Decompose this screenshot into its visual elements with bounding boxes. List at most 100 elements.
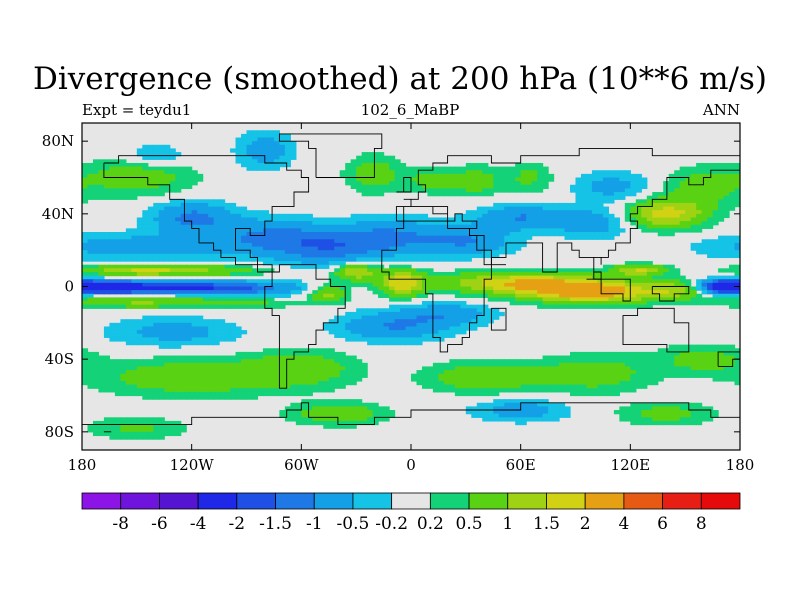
field-cell <box>350 228 357 233</box>
field-cell <box>526 275 533 280</box>
field-cell <box>378 253 385 259</box>
field-cell <box>679 202 686 208</box>
field-cell <box>164 304 171 309</box>
field-cell <box>323 217 330 222</box>
field-cell <box>482 250 489 255</box>
field-cell <box>120 377 127 382</box>
field-cell <box>164 257 171 262</box>
field-cell <box>646 290 653 295</box>
field-cell <box>674 301 681 306</box>
field-cell <box>191 173 198 179</box>
field-cell <box>312 373 319 378</box>
field-cell <box>339 355 346 360</box>
field-cell <box>729 246 736 251</box>
field-cell <box>515 213 522 219</box>
field-cell <box>334 333 341 338</box>
field-cell <box>646 264 653 269</box>
field-cell <box>729 173 736 179</box>
field-cell <box>241 257 248 262</box>
field-cell <box>531 181 538 186</box>
field-cell <box>142 380 149 386</box>
field-cell <box>729 162 736 168</box>
field-cell <box>235 351 242 357</box>
field-cell <box>515 242 522 248</box>
field-cell <box>443 253 450 259</box>
field-cell <box>268 221 275 226</box>
field-cell <box>411 235 418 240</box>
field-cell <box>378 159 385 164</box>
field-cell <box>120 271 127 277</box>
field-cell <box>306 351 313 357</box>
field-cell <box>224 293 231 298</box>
field-cell <box>312 235 319 240</box>
field-cell <box>125 380 132 386</box>
field-cell <box>361 166 368 171</box>
field-cell <box>718 202 725 208</box>
field-cell <box>663 224 670 229</box>
field-cell <box>120 184 127 189</box>
field-cell <box>707 297 714 302</box>
field-cell <box>570 210 577 215</box>
field-cell <box>339 322 346 328</box>
field-cell <box>471 188 478 193</box>
field-cell <box>136 250 143 255</box>
field-cell <box>400 290 407 295</box>
field-cell <box>438 228 445 233</box>
field-cell <box>301 351 308 357</box>
field-cell <box>493 235 500 240</box>
field-cell <box>389 188 396 193</box>
field-cell <box>652 286 659 291</box>
field-cell <box>361 311 368 317</box>
field-cell <box>454 242 461 248</box>
field-cell <box>372 279 379 284</box>
field-cell <box>471 162 478 168</box>
field-cell <box>608 370 615 375</box>
field-cell <box>279 235 286 240</box>
field-cell <box>158 235 165 240</box>
field-cell <box>257 282 264 288</box>
field-cell <box>454 181 461 186</box>
field-cell <box>202 264 209 269</box>
field-cell <box>98 373 105 378</box>
field-cell <box>449 242 456 248</box>
field-cell <box>153 322 160 328</box>
field-cell <box>411 188 418 193</box>
field-cell <box>153 148 160 153</box>
field-cell <box>427 315 434 320</box>
field-cell <box>608 290 615 295</box>
field-cell <box>175 301 182 306</box>
field-cell <box>591 181 599 186</box>
field-cell <box>471 177 478 182</box>
field-cell <box>339 261 346 266</box>
field-cell <box>230 297 237 302</box>
field-cell <box>443 184 450 189</box>
field-cell <box>186 330 193 335</box>
field-cell <box>734 373 740 378</box>
field-cell <box>82 242 89 248</box>
field-cell <box>383 268 390 273</box>
field-cell <box>328 384 335 389</box>
field-cell <box>279 221 286 226</box>
field-cell <box>175 173 182 179</box>
field-cell <box>624 173 631 179</box>
field-cell <box>570 271 577 277</box>
field-cell <box>147 322 154 328</box>
field-cell <box>103 333 111 338</box>
field-cell <box>548 268 555 273</box>
field-cell <box>262 166 270 171</box>
field-cell <box>707 192 714 197</box>
field-cell <box>696 362 703 368</box>
field-cell <box>630 261 637 266</box>
field-cell <box>383 177 390 182</box>
field-cell <box>624 275 631 280</box>
field-cell <box>175 271 182 277</box>
field-cell <box>82 366 89 371</box>
field-cell <box>668 217 675 222</box>
field-cell <box>164 221 171 226</box>
field-cell <box>114 279 121 284</box>
field-cell <box>378 326 385 331</box>
field-cell <box>230 293 237 298</box>
field-cell <box>400 224 407 229</box>
field-cell <box>663 286 670 291</box>
field-cell <box>526 170 533 175</box>
